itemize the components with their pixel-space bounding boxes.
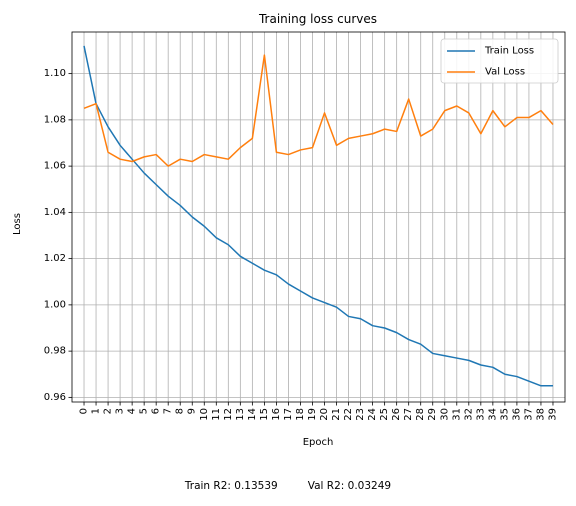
- y-tick-label: 1.10: [44, 68, 66, 79]
- x-tick-label: 20: [319, 408, 330, 421]
- x-tick-label: 8: [175, 408, 186, 414]
- x-tick-label: 31: [451, 408, 462, 421]
- x-tick-label: 28: [415, 408, 426, 421]
- y-tick-label: 1.02: [44, 253, 66, 264]
- x-tick-label: 24: [367, 408, 378, 421]
- x-tick-label: 29: [427, 408, 438, 421]
- x-tick-label: 39: [547, 408, 558, 421]
- x-tick-label: 6: [151, 408, 162, 414]
- x-tick-label: 4: [127, 408, 138, 414]
- x-tick-label: 38: [535, 408, 546, 421]
- series-lines: [83, 45, 554, 387]
- x-tick-label: 16: [271, 408, 282, 421]
- x-tick-label: 37: [523, 408, 534, 421]
- x-tick-label: 10: [199, 408, 210, 421]
- x-tick-label: 23: [355, 408, 366, 421]
- x-tick-label: 18: [295, 408, 306, 421]
- legend-label: Val Loss: [485, 67, 525, 78]
- x-tick-label: 13: [235, 408, 246, 421]
- x-tick-label: 22: [343, 408, 354, 421]
- y-tick-label: 0.98: [44, 346, 66, 357]
- y-ticks: 0.96 0.98 1.00 1.02 1.04 1.06 1.08 1.10: [44, 68, 72, 403]
- x-tick-label: 14: [247, 408, 258, 421]
- x-tick-label: 0: [79, 408, 90, 414]
- plot-frame: [71, 31, 566, 403]
- val-r2-text: Val R2: 0.03249: [307, 480, 392, 492]
- legend: Train Loss Val Loss: [440, 38, 559, 84]
- x-tick-label: 36: [511, 408, 522, 421]
- series-line-train-loss: [83, 45, 553, 387]
- y-tick-label: 1.06: [44, 161, 66, 172]
- x-tick-label: 33: [475, 408, 486, 421]
- x-tick-label: 2: [103, 408, 114, 414]
- x-tick-label: 15: [259, 408, 270, 421]
- x-tick-label: 1: [91, 408, 102, 414]
- x-tick-label: 17: [283, 408, 294, 421]
- x-tick-label: 30: [439, 408, 450, 421]
- grid-lines: [72, 32, 565, 402]
- x-tick-label: 35: [499, 408, 510, 421]
- x-tick-label: 3: [115, 408, 126, 414]
- x-tick-label: 12: [223, 408, 234, 421]
- x-tick-label: 25: [379, 408, 390, 421]
- x-tick-label: 34: [487, 408, 498, 421]
- x-tick-label: 19: [307, 408, 318, 421]
- y-tick-label: 1.04: [44, 207, 66, 218]
- x-ticks: 0 1 2 3 4 5 6 7 8 9 10 11 12 13 14 15 16 17 18 19 20 21 22 23 24…: [79, 402, 558, 421]
- train-r2-text: Train R2: 0.13539: [184, 480, 278, 492]
- chart-title: Training loss curves: [258, 12, 377, 26]
- x-tick-label: 32: [463, 408, 474, 421]
- y-tick-label: 0.96: [44, 392, 66, 403]
- x-tick-label: 9: [187, 408, 198, 414]
- x-tick-label: 7: [163, 408, 174, 414]
- x-axis-label: Epoch: [303, 437, 334, 448]
- y-tick-label: 1.00: [44, 299, 66, 310]
- legend-label: Train Loss: [484, 46, 534, 57]
- x-tick-label: 5: [139, 408, 150, 414]
- y-axis-label: Loss: [12, 213, 23, 235]
- x-tick-label: 21: [331, 408, 342, 421]
- loss-chart: Training loss curves 0 1 2 3 4 5 6 7 8 9 10 11 12 13 1…: [12, 12, 566, 448]
- x-tick-label: 11: [211, 408, 222, 421]
- r2-footer: Train R2: 0.13539 Val R2: 0.03249: [0, 480, 576, 492]
- series-line-val-loss: [83, 54, 554, 167]
- x-tick-label: 26: [391, 408, 402, 421]
- y-tick-label: 1.08: [44, 114, 66, 125]
- x-tick-label: 27: [403, 408, 414, 421]
